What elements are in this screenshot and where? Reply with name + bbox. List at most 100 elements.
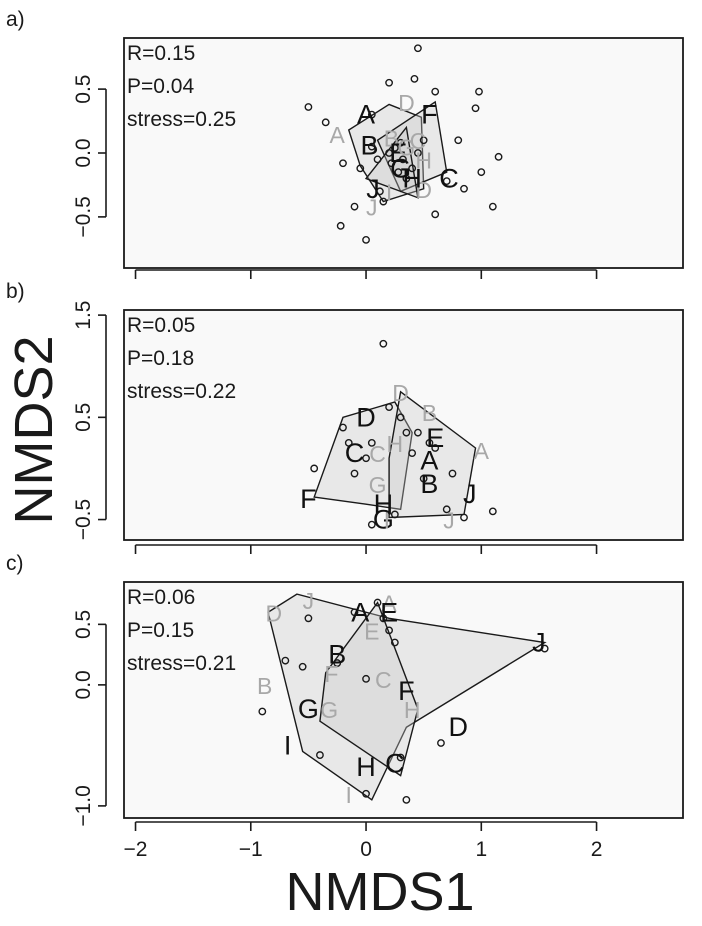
group-label: B [384,126,399,152]
stat-p: P=0.18 [127,347,194,370]
data-point [385,626,393,635]
data-point [460,184,468,193]
group-label: I [284,730,292,760]
group-label: H [415,147,432,173]
group-label: B [360,130,378,160]
data-point [402,428,411,437]
data-point [367,142,376,151]
group-label: C [439,164,459,194]
group-label: A [420,445,438,475]
group-label: H [374,489,394,519]
data-point [396,413,405,422]
group-label: J [303,588,315,614]
data-point [471,104,480,113]
x-axis-title: NMDS1 [285,862,474,922]
group-label: A [474,438,490,464]
data-point [442,505,451,514]
data-point [350,608,359,617]
data-point [402,795,411,804]
group-hull [388,390,477,519]
x-tick-label: 2 [591,838,603,861]
group-label: J [463,479,477,509]
group-label: J [443,508,455,534]
data-point [402,174,411,183]
x-tick-label: −1 [239,838,263,861]
data-point [356,164,365,173]
data-point [373,598,382,607]
data-point [448,469,457,478]
data-point [431,444,440,452]
group-label: H [356,752,376,782]
group-label: G [298,694,319,724]
data-point [488,507,497,516]
group-label: E [389,138,407,168]
data-point [414,149,422,157]
data-point [362,789,370,798]
group-label: E [364,618,379,644]
data-point [304,103,313,111]
group-label: G [369,472,387,498]
group-label: I [346,782,352,808]
data-point [367,438,376,447]
stat-r: R=0.06 [127,586,195,609]
group-label: A [351,597,369,627]
data-point [494,152,503,161]
group-label: E [426,423,444,453]
group-label: G [320,697,338,723]
data-point [425,438,434,447]
data-point [310,464,319,473]
data-point [431,210,440,219]
plot-frame [123,309,684,541]
plot-frame [123,37,684,269]
group-label: F [421,100,438,130]
group-label: J [366,174,380,204]
group-label: I [384,508,390,534]
data-point [475,87,483,96]
y-tick-label: 0.5 [72,403,95,432]
data-point [477,168,486,177]
data-point [394,168,403,177]
group-label: I [386,179,392,205]
panel-label: c) [6,552,24,575]
data-point [339,159,347,168]
y-tick-label: 0.0 [72,138,95,167]
stat-r: R=0.05 [127,314,195,337]
data-point [454,136,463,145]
group-label: D [398,90,415,116]
y-tick-label: 0.5 [72,75,95,104]
data-point [460,513,468,522]
group-label: H [404,697,421,723]
panel-1: a)0.50.0−0.5AA B BCCDDEFGGHHIJJR=0.15P=0.0… [6,8,684,279]
y-tick-label: −0.5 [72,499,95,540]
y-tick-label: 1.5 [72,301,95,330]
group-label: D [448,712,468,742]
group-label: F [398,676,415,706]
data-point [281,656,290,665]
data-point [399,155,407,164]
group-label: C [385,749,405,779]
data-point [419,474,428,483]
data-point [408,449,417,458]
data-point [367,520,376,529]
group-label: D [392,380,409,406]
data-point [258,707,267,716]
x-tick-label: −2 [124,838,148,861]
stat-p: P=0.15 [127,619,194,642]
data-point [321,118,330,127]
group-label: E [380,597,398,627]
group-label: A [381,591,397,617]
data-point [419,136,428,145]
group-label: G [397,135,415,161]
data-point [385,149,393,157]
y-tick-label: −0.5 [72,196,95,237]
group-label: G [373,505,394,535]
data-point [431,87,440,96]
group-label: A [330,122,346,148]
group-label: H [402,164,422,194]
stat-p: P=0.04 [127,75,194,98]
panel-label: b) [6,280,25,303]
group-label: H [387,431,404,457]
